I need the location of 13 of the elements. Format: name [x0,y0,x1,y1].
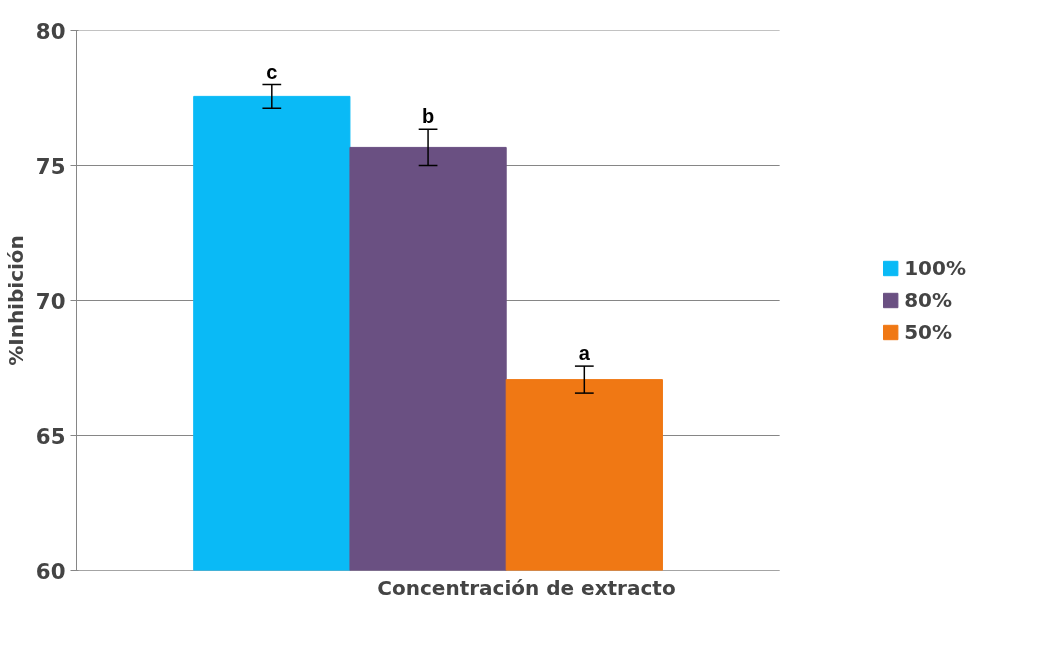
annotation: a [578,342,591,365]
x-axis-title: Concentración de extracto [377,575,676,600]
y-axis-title: %Inhibición [3,235,28,366]
legend-label: 100% [904,256,966,280]
annotation: c [266,60,278,83]
y-tick-label: 80 [35,18,66,44]
y-tick-label: 65 [35,423,66,449]
legend-label: 50% [904,320,953,344]
y-tick-label: 70 [35,288,66,314]
y-tick-label: 60 [35,558,66,584]
legend-label: 80% [904,288,953,312]
y-tick-label: 75 [35,153,66,179]
annotation: b [421,105,435,128]
